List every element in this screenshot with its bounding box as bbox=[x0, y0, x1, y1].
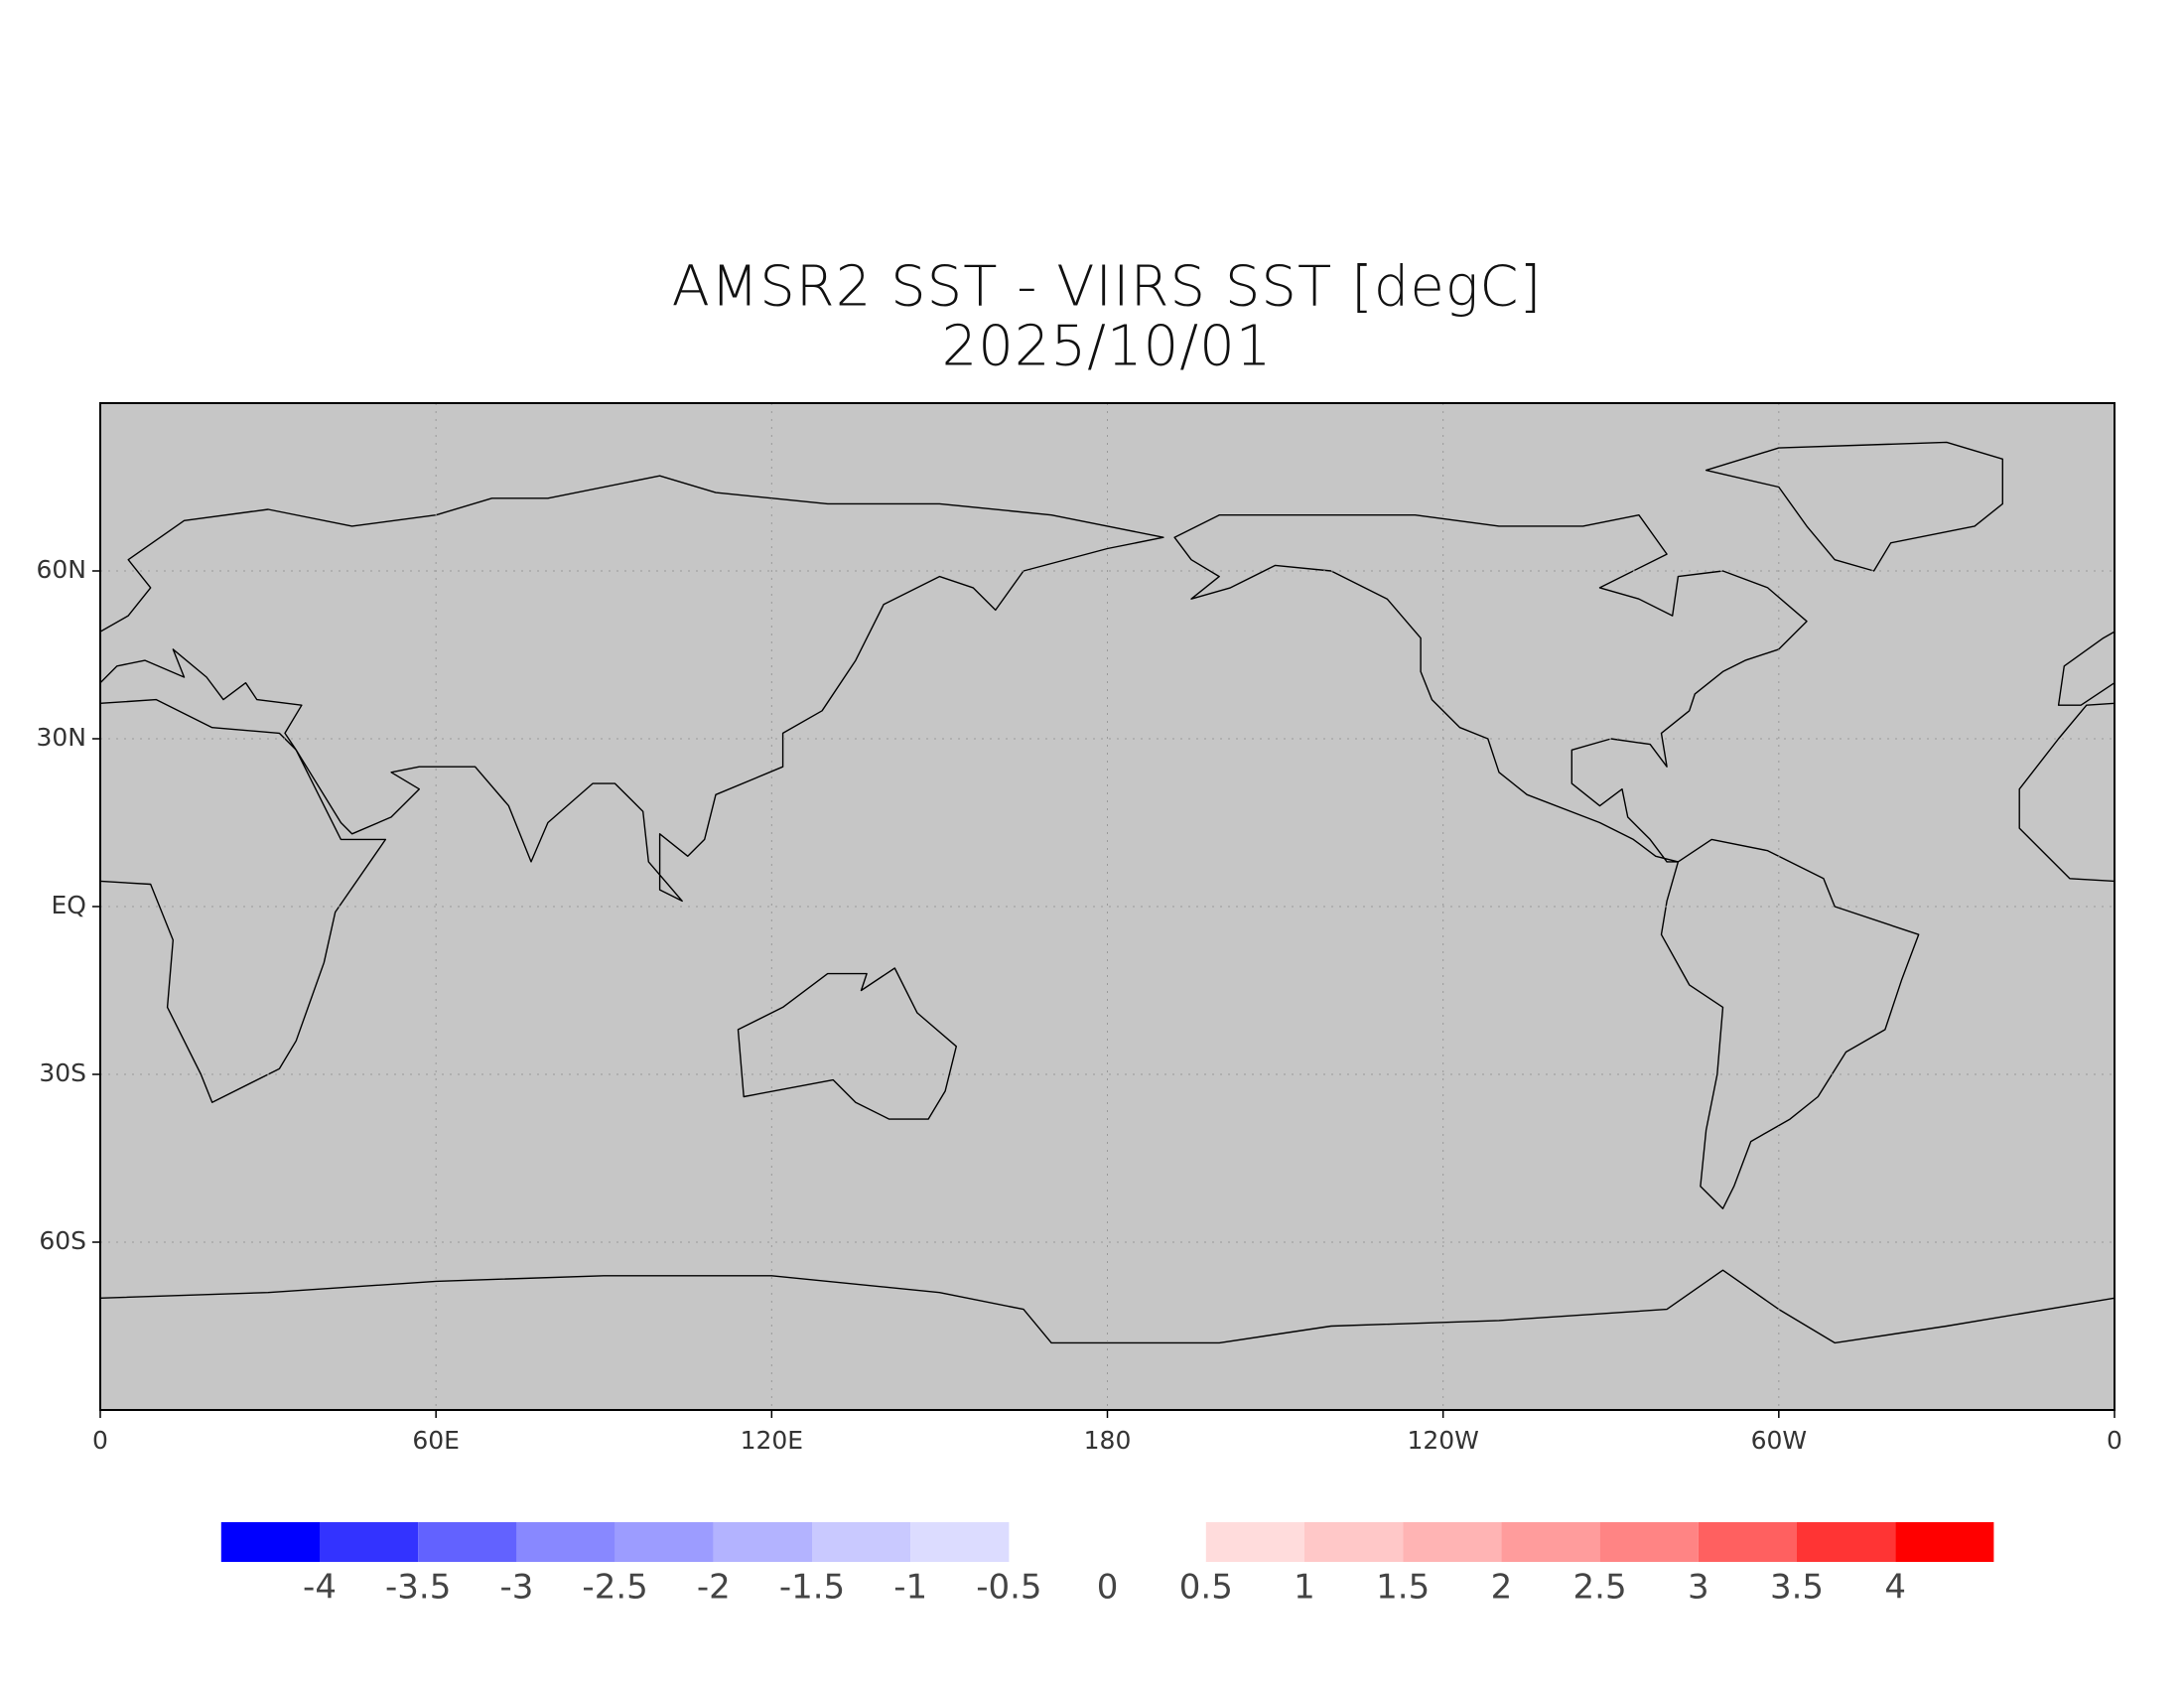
colorbar-label: -0.5 bbox=[976, 1568, 1041, 1608]
colorbar-label: -3 bbox=[499, 1568, 533, 1608]
colorbar-box bbox=[1403, 1522, 1502, 1562]
colorbar-label: 2.5 bbox=[1573, 1568, 1627, 1608]
colorbar-box bbox=[910, 1522, 1010, 1562]
colorbar-label: 2 bbox=[1491, 1568, 1513, 1608]
colorbar-box bbox=[1304, 1522, 1404, 1562]
landmass bbox=[1660, 838, 1920, 1209]
x-tick-label: 180 bbox=[1084, 1426, 1132, 1455]
colorbar-box bbox=[418, 1522, 517, 1562]
colorbar-label: 3 bbox=[1688, 1568, 1709, 1608]
y-tick-label: 60S bbox=[39, 1226, 86, 1255]
colorbar-label: 3.5 bbox=[1770, 1568, 1824, 1608]
coastlines bbox=[100, 441, 2115, 1410]
colorbar-label: -3.5 bbox=[385, 1568, 451, 1608]
colorbar-label: 1 bbox=[1294, 1568, 1315, 1608]
landmass bbox=[1705, 441, 2003, 572]
landmass bbox=[2018, 702, 2115, 883]
colorbar-label: -2.5 bbox=[582, 1568, 647, 1608]
map-title: AMSR2 SST - VIIRS SST [degC] bbox=[672, 254, 1543, 319]
map-subtitle: 2025/10/01 bbox=[942, 314, 1273, 378]
y-tick-label: EQ bbox=[52, 891, 86, 919]
colorbar-box bbox=[713, 1522, 812, 1562]
colorbar: -4 -3.5 -3 -2.5 -2 -1.5 -1 -0.5 0 0.5 1 1.5 2 2.5 3 3.5… bbox=[220, 1522, 1994, 1608]
landmass bbox=[2114, 1297, 2115, 1410]
colorbar-label: 0.5 bbox=[1179, 1568, 1233, 1608]
colorbar-label: -4 bbox=[303, 1568, 337, 1608]
colorbar-label: 4 bbox=[1884, 1568, 1906, 1608]
colorbar-box bbox=[320, 1522, 419, 1562]
colorbar-label: 1.5 bbox=[1376, 1568, 1430, 1608]
grid bbox=[100, 403, 2115, 1410]
landmass bbox=[100, 1297, 101, 1410]
colorbar-box bbox=[1599, 1522, 1699, 1562]
x-tick-label: 60W bbox=[1751, 1426, 1808, 1455]
y-tick-label: 30N bbox=[36, 723, 86, 752]
colorbar-box bbox=[1895, 1522, 1994, 1562]
landmass bbox=[737, 967, 957, 1120]
y-tick-label: 30S bbox=[39, 1058, 86, 1087]
x-tick-label: 0 bbox=[92, 1426, 108, 1455]
x-tick-label: 120W bbox=[1407, 1426, 1478, 1455]
axes: 60N 30N EQ 30S 60S 0 60E 120E 180 120W 60W 0 bbox=[36, 555, 2121, 1455]
colorbar-label: -1.5 bbox=[779, 1568, 845, 1608]
x-tick-label: 0 bbox=[2107, 1426, 2122, 1455]
colorbar-box bbox=[516, 1522, 615, 1562]
colorbar-box bbox=[1698, 1522, 1797, 1562]
colorbar-box bbox=[1501, 1522, 1600, 1562]
y-tick-label: 60N bbox=[36, 555, 86, 584]
landmass bbox=[1173, 514, 1808, 863]
colorbar-box bbox=[1797, 1522, 1896, 1562]
landmass bbox=[100, 1269, 2115, 1410]
colorbar-box bbox=[614, 1522, 714, 1562]
colorbar-box bbox=[812, 1522, 911, 1562]
x-tick-label: 120E bbox=[741, 1426, 804, 1455]
colorbar-label: 0 bbox=[1097, 1568, 1119, 1608]
colorbar-label: -2 bbox=[697, 1568, 731, 1608]
landmass bbox=[100, 698, 387, 1103]
landmass bbox=[100, 475, 1164, 903]
colorbar-box bbox=[1205, 1522, 1304, 1562]
colorbar-box bbox=[220, 1522, 320, 1562]
landmass bbox=[2057, 631, 2115, 706]
x-tick-label: 60E bbox=[412, 1426, 460, 1455]
colorbar-label: -1 bbox=[893, 1568, 927, 1608]
